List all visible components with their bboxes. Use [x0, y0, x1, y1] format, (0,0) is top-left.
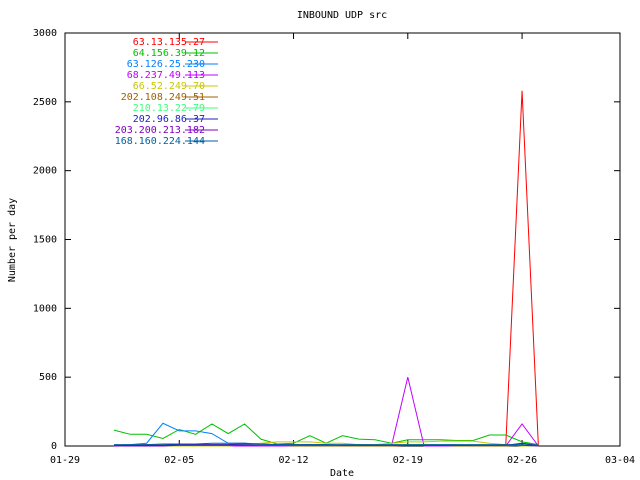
- series-line: [113, 440, 539, 447]
- y-tick-label: 3000: [33, 28, 57, 39]
- y-tick-label: 2500: [33, 97, 57, 108]
- legend-label: 210.13.22.79: [133, 103, 205, 114]
- legend-label: 202.96.86.37: [133, 114, 205, 125]
- y-axis-label: Number per day: [7, 198, 18, 282]
- legend-label: 168.160.224.144: [115, 136, 205, 147]
- x-tick-label: 02-05: [164, 455, 194, 466]
- x-tick-label: 03-04: [605, 455, 635, 466]
- x-tick-label: 02-12: [278, 455, 308, 466]
- y-tick-label: 1500: [33, 235, 57, 246]
- legend-label: 66.52.249.70: [133, 81, 205, 92]
- x-axis-label: Date: [330, 468, 354, 479]
- legend-label: 202.108.249.51: [121, 92, 205, 103]
- y-tick-label: 500: [39, 372, 57, 383]
- legend-label: 64.156.39.12: [133, 48, 205, 59]
- y-tick-label: 1000: [33, 303, 57, 314]
- legend-label: 63.126.25.230: [127, 59, 205, 70]
- x-tick-label: 02-26: [507, 455, 537, 466]
- series-line: [113, 442, 539, 446]
- chart-title: INBOUND UDP src: [297, 10, 387, 21]
- y-tick-label: 2000: [33, 166, 57, 177]
- legend-label: 63.13.135.27: [133, 37, 205, 48]
- x-tick-label: 01-29: [50, 455, 80, 466]
- legend-label: 203.200.213.182: [115, 125, 205, 136]
- y-tick-label: 0: [51, 441, 57, 452]
- legend-label: 68.237.49.113: [127, 70, 205, 81]
- series-line: [113, 444, 539, 447]
- x-tick-label: 02-19: [393, 455, 423, 466]
